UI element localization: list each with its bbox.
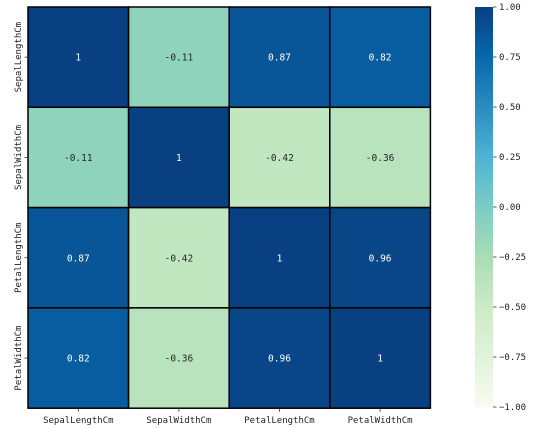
x-tick-label: SepalWidthCm: [146, 416, 211, 426]
cell-annotation: 0.87: [67, 253, 90, 264]
colorbar-ticks: 1.00 0.75 0.50 0.25 0.00 −0.25 −0.50 −0.75 −1.00: [493, 3, 526, 413]
cell-annotation: -0.36: [366, 153, 395, 164]
y-tick-label: PetalLengthCm: [14, 223, 24, 293]
cell-annotation: 1: [176, 153, 182, 164]
x-tick-label: PetalLengthCm: [244, 416, 314, 426]
cell-annotation: 0.87: [268, 53, 291, 64]
y-tick-label: PetalWidthCm: [14, 326, 24, 391]
y-axis-ticks: SepalLengthCm SepalWidthCm PetalLengthCm Pe…: [14, 22, 28, 391]
cell-annotation: -0.11: [64, 153, 93, 164]
cell-annotation: 1: [75, 53, 81, 64]
y-tick-label: SepalWidthCm: [14, 125, 24, 190]
cell-annotation: -0.42: [265, 153, 294, 164]
colorbar-tick-label: 0.00: [499, 203, 521, 213]
x-tick-label: PetalWidthCm: [348, 416, 413, 426]
colorbar-gradient: [475, 7, 493, 407]
cell-annotation: 1: [277, 253, 283, 264]
x-axis-ticks: SepalLengthCm SepalWidthCm PetalLengthCm Pe…: [43, 408, 413, 426]
colorbar-tick-label: 1.00: [499, 3, 521, 13]
cell-annotation: -0.11: [165, 53, 194, 64]
colorbar-tick-label: 0.25: [499, 153, 521, 163]
cell-annotation: 0.82: [369, 53, 392, 64]
colorbar-tick-label: −1.00: [499, 403, 526, 413]
heatmap-cells: 1 -0.11 0.87 0.82 -0.11 1 -0.42 -0.36 0.87 -0.42 1…: [28, 7, 430, 408]
cell-annotation: 0.82: [67, 354, 90, 365]
colorbar-tick-label: −0.75: [499, 353, 526, 363]
colorbar-tick-label: −0.50: [499, 303, 526, 313]
colorbar-tick-label: 0.50: [499, 103, 521, 113]
cell-annotation: 0.96: [268, 354, 291, 365]
colorbar-tick-label: −0.25: [499, 253, 526, 263]
colorbar: 1.00 0.75 0.50 0.25 0.00 −0.25 −0.50 −0.75 −1.00: [475, 3, 526, 413]
cell-annotation: 0.96: [369, 253, 392, 264]
x-tick-label: SepalLengthCm: [43, 416, 113, 426]
cell-annotation: -0.36: [165, 354, 194, 365]
colorbar-tick-label: 0.75: [499, 53, 521, 63]
cell-annotation: -0.42: [165, 253, 194, 264]
cell-annotation: 1: [377, 354, 383, 365]
y-tick-label: SepalLengthCm: [14, 22, 24, 92]
